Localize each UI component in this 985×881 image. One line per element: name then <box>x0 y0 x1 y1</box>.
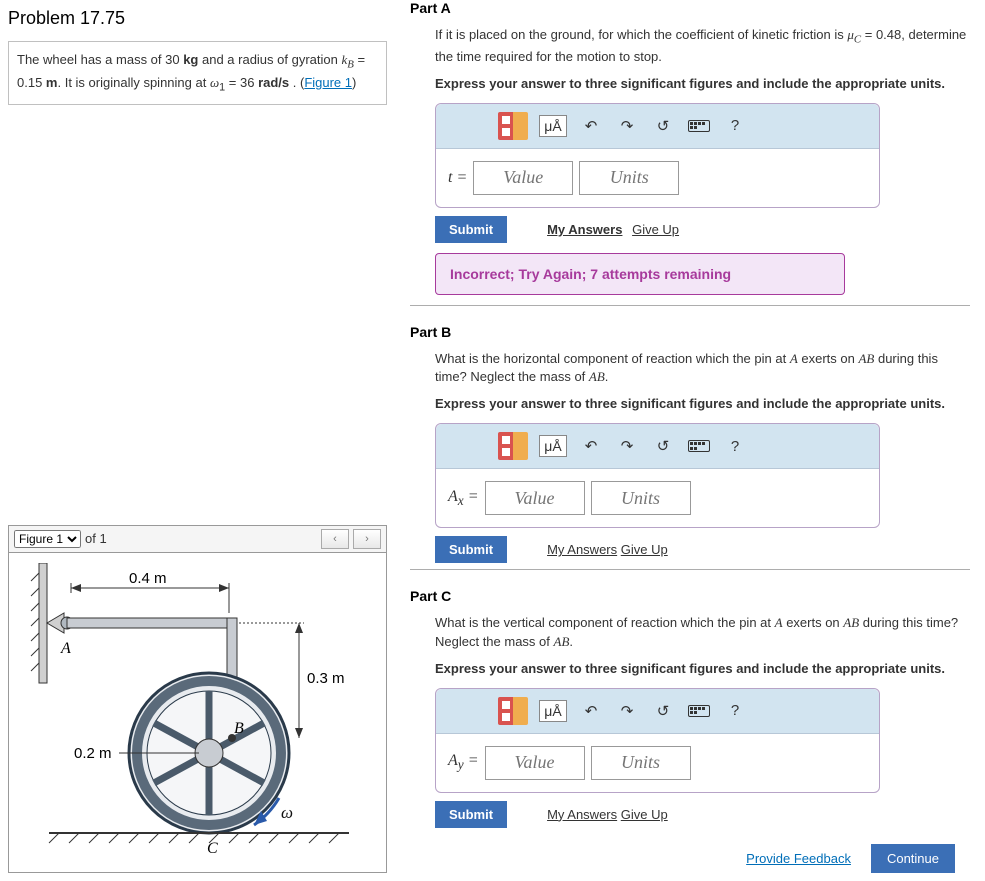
ab-var: AB <box>858 351 874 366</box>
help-icon[interactable]: ? <box>722 698 748 724</box>
part-a-units-input[interactable] <box>579 161 679 195</box>
part-a-my-answers-link[interactable]: My Answers <box>547 222 622 237</box>
continue-button[interactable]: Continue <box>871 844 955 873</box>
part-b-submit-button[interactable]: Submit <box>435 536 507 563</box>
keyboard-icon[interactable] <box>686 113 712 139</box>
answer-toolbar: μÅ ↶ ↷ ↺ ? <box>436 689 879 734</box>
label-C: C <box>207 840 218 857</box>
answer-toolbar: μÅ ↶ ↷ ↺ ? <box>436 104 879 149</box>
fraction-icon[interactable] <box>498 112 528 140</box>
ab-var: AB <box>589 369 605 384</box>
part-a-feedback: Incorrect; Try Again; 7 attempts remaini… <box>435 253 845 295</box>
q-text: . <box>569 634 573 649</box>
desc-text: ) <box>352 75 356 90</box>
part-a-question: If it is placed on the ground, for which… <box>435 26 970 66</box>
part-c-value-input[interactable] <box>485 746 585 780</box>
redo-icon[interactable]: ↷ <box>614 113 640 139</box>
label-A: A <box>60 640 71 657</box>
part-a-answer-box: μÅ ↶ ↷ ↺ ? t = <box>435 103 880 208</box>
figure-header: Figure 1 of 1 ‹ › <box>8 525 387 553</box>
problem-title: Problem 17.75 <box>8 8 387 29</box>
part-b-my-answers-link[interactable]: My Answers <box>547 542 617 557</box>
label-B: B <box>234 720 244 737</box>
provide-feedback-link[interactable]: Provide Feedback <box>746 851 851 866</box>
unit-kg: kg <box>183 52 198 67</box>
part-c-submit-button[interactable]: Submit <box>435 801 507 828</box>
units-tool-icon[interactable]: μÅ <box>538 112 568 140</box>
dim-02: 0.2 m <box>74 745 112 762</box>
part-b-var-label: Ax = <box>448 488 479 509</box>
desc-text: and a radius of gyration <box>198 52 341 67</box>
a-var: A <box>790 351 798 366</box>
fraction-icon[interactable] <box>498 432 528 460</box>
figure-link[interactable]: Figure 1 <box>304 75 352 90</box>
label-omega: ω <box>281 803 293 822</box>
part-a-give-up-link[interactable]: Give Up <box>632 222 679 237</box>
redo-icon[interactable]: ↷ <box>614 433 640 459</box>
keyboard-icon[interactable] <box>686 698 712 724</box>
ab-var: AB <box>843 615 859 630</box>
part-c-answer-box: μÅ ↶ ↷ ↺ ? Ay = <box>435 688 880 793</box>
problem-description: The wheel has a mass of 30 kg and a radi… <box>8 41 387 105</box>
dim-03: 0.3 m <box>307 670 345 687</box>
figure-next-button[interactable]: › <box>353 529 381 549</box>
part-b-answer-box: μÅ ↶ ↷ ↺ ? Ax = <box>435 423 880 528</box>
fraction-icon[interactable] <box>498 697 528 725</box>
part-b-instruction: Express your answer to three significant… <box>435 396 970 411</box>
figure-diagram: A 0.4 m 0.3 m <box>8 553 387 873</box>
part-a-var-label: t = <box>448 169 467 187</box>
q-text: exerts on <box>783 615 844 630</box>
part-c-header: Part C <box>410 588 970 604</box>
part-b-header: Part B <box>410 324 970 340</box>
part-a-instruction: Express your answer to three significant… <box>435 76 970 91</box>
part-c-instruction: Express your answer to three significant… <box>435 661 970 676</box>
dim-04: 0.4 m <box>129 570 167 587</box>
figure-prev-button[interactable]: ‹ <box>321 529 349 549</box>
reset-icon[interactable]: ↺ <box>650 113 676 139</box>
q-text: What is the vertical component of reacti… <box>435 615 775 630</box>
redo-icon[interactable]: ↷ <box>614 698 640 724</box>
q-text: If it is placed on the ground, for which… <box>435 27 847 42</box>
q-text: What is the horizontal component of reac… <box>435 351 790 366</box>
figure-selector[interactable]: Figure 1 <box>14 530 81 548</box>
kb-sub: B <box>347 59 354 71</box>
ab-var: AB <box>554 634 570 649</box>
reset-icon[interactable]: ↺ <box>650 698 676 724</box>
part-a-value-input[interactable] <box>473 161 573 195</box>
unit-rads: rad/s <box>258 75 289 90</box>
figure-count: of 1 <box>85 531 107 546</box>
units-tool-icon[interactable]: μÅ <box>538 432 568 460</box>
q-text: exerts on <box>798 351 859 366</box>
part-b-question: What is the horizontal component of reac… <box>435 350 970 386</box>
undo-icon[interactable]: ↶ <box>578 113 604 139</box>
keyboard-icon[interactable] <box>686 433 712 459</box>
desc-text: The wheel has a mass of 30 <box>17 52 183 67</box>
desc-text: = 36 <box>225 75 258 90</box>
part-c-var-label: Ay = <box>448 752 479 773</box>
answer-toolbar: μÅ ↶ ↷ ↺ ? <box>436 424 879 469</box>
undo-icon[interactable]: ↶ <box>578 698 604 724</box>
help-icon[interactable]: ? <box>722 113 748 139</box>
part-c-units-input[interactable] <box>591 746 691 780</box>
unit-m: m <box>46 75 58 90</box>
reset-icon[interactable]: ↺ <box>650 433 676 459</box>
part-b-units-input[interactable] <box>591 481 691 515</box>
part-b-give-up-link[interactable]: Give Up <box>621 542 668 557</box>
part-a-submit-button[interactable]: Submit <box>435 216 507 243</box>
part-c-question: What is the vertical component of reacti… <box>435 614 970 650</box>
a-var: A <box>775 615 783 630</box>
w-var: ω <box>210 75 219 90</box>
part-c-my-answers-link[interactable]: My Answers <box>547 807 617 822</box>
undo-icon[interactable]: ↶ <box>578 433 604 459</box>
desc-text: . ( <box>289 75 304 90</box>
units-tool-icon[interactable]: μÅ <box>538 697 568 725</box>
part-a-header: Part A <box>410 0 970 16</box>
desc-text: . It is originally spinning at <box>57 75 209 90</box>
help-icon[interactable]: ? <box>722 433 748 459</box>
part-c-give-up-link[interactable]: Give Up <box>621 807 668 822</box>
part-b-value-input[interactable] <box>485 481 585 515</box>
q-text: . <box>605 369 609 384</box>
